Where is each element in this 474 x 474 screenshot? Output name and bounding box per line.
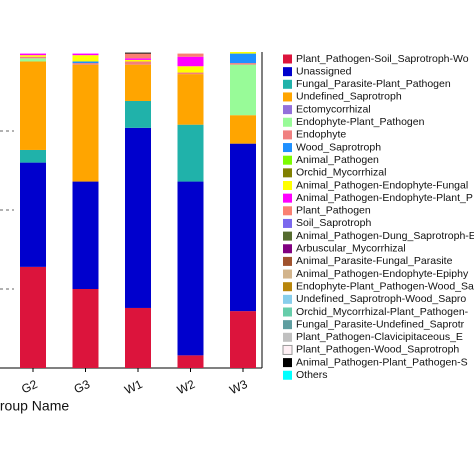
legend-label: Endophyte-Plant_Pathogen [296,116,425,128]
legend-label: Plant_Pathogen-Soil_Saprotroph-Wo [296,53,469,65]
legend-swatch [283,282,292,292]
legend-swatch [283,130,292,140]
legend-label: Undefined_Saprotroph-Wood_Sapro [296,293,466,305]
legend-swatch [283,143,292,153]
bar-segment [125,61,151,65]
bar-segment [125,64,151,101]
legend-swatch [283,79,292,89]
bar-segment [230,53,256,64]
legend-swatch [283,218,292,228]
legend-label: Plant_Pathogen-Wood_Saprotroph [296,344,459,356]
legend-label: Animal_Pathogen-Plant_Pathogen-S [296,356,468,368]
legend-swatch [283,193,292,203]
legend-swatch [283,155,292,165]
bar-segment [177,56,204,67]
bar-segment [20,55,46,57]
legend-label: Undefined_Saprotroph [296,91,402,103]
legend-swatch [283,168,292,178]
bar-segment [177,124,204,182]
legend-label: Endophyte [296,129,346,141]
bar-segment [125,52,151,54]
bar-segment [177,74,204,125]
legend-label: Ectomycorrhizal [296,103,371,115]
legend-label: Plant_Pathogen-Clavicipitaceous_E [296,331,463,343]
legend-label: Fungal_Parasite-Plant_Pathogen [296,78,451,90]
legend-swatch [283,269,292,279]
legend-swatch [283,92,292,102]
bar-segment [177,181,204,356]
bar-segment [72,53,99,56]
bar-segment [20,61,46,150]
legend-label: Soil_Saprotroph [296,217,371,229]
bar-segment [72,63,99,65]
bar-segment [20,58,46,62]
bar-segment [72,289,99,368]
bar-segment [177,66,204,73]
bar-segment [125,307,151,368]
x-tick-label: W3 [227,377,250,397]
bar-segment [177,355,204,368]
bar-segment [72,55,99,62]
bar-segment [72,64,99,182]
bar-segment [72,181,99,289]
legend-swatch [283,256,292,266]
legend-label: Unassigned [296,65,352,77]
bar-segment [125,59,151,62]
legend-label: Orchid_Mycorrhizal-Plant_Pathogen- [296,306,469,318]
bar-segment [20,53,46,56]
legend-swatch [283,244,292,254]
legend-label: Plant_Pathogen [296,205,371,217]
bar-segment [177,72,204,75]
legend-label: Animal_Parasite-Fungal_Parasite [296,255,453,267]
legend-label: Animal_Pathogen [296,154,379,166]
legend-swatch [283,67,292,77]
legend-label: Fungal_Parasite-Undefined_Saprotr [296,318,465,330]
bar-segment [177,53,204,57]
legend-swatch [283,332,292,342]
legend-swatch [283,181,292,190]
bar-segment [20,266,46,368]
legend-label: Animal_Pathogen-Endophyte-Epiphy [296,268,469,280]
bar-segment [230,115,256,144]
bar-segment [125,58,151,60]
x-tick-label: W1 [122,377,145,397]
legend-swatch [283,54,292,64]
bar-segment [125,127,151,308]
x-tick-label: G2 [19,377,40,397]
bar-segment [230,143,256,312]
legend-swatch [282,344,293,355]
legend-swatch [283,231,292,241]
x-tick-label: W2 [175,377,198,397]
legend-swatch [283,294,292,304]
legend-label: Arbuscular_Mycorrhizal [296,243,406,255]
bar-segment [20,149,46,163]
bar-segment [230,52,256,54]
bar-segment [230,311,256,368]
legend-swatch [283,370,292,380]
legend-label: Orchid_Mycorrhizal [296,167,386,179]
x-axis-label: Group Name [0,398,69,414]
legend-swatch [283,105,292,115]
bar-segment [230,63,256,65]
legend-swatch [283,206,292,216]
bar-segment [20,162,46,267]
legend-swatch [283,358,292,368]
bar-segment [72,61,99,64]
legend-label: Wood_Saprotroph [296,141,381,153]
legend-label: Others [296,369,328,381]
bar-segment [230,64,256,116]
x-tick-label: G3 [72,377,93,397]
legend-swatch [283,320,292,330]
legend-label: Animal_Pathogen-Endophyte-Plant_P [296,192,473,204]
legend-label: Animal_Pathogen-Endophyte-Fungal [296,179,468,191]
bar-segment [125,100,151,128]
legend-swatch [283,307,292,317]
legend-swatch [283,117,292,127]
bar-segment [125,53,151,59]
legend-label: Endophyte-Plant_Pathogen-Wood_Sa [296,280,474,292]
bar-segment [20,56,46,59]
legend-label: Animal_Pathogen-Dung_Saprotroph-Ep [296,230,474,242]
